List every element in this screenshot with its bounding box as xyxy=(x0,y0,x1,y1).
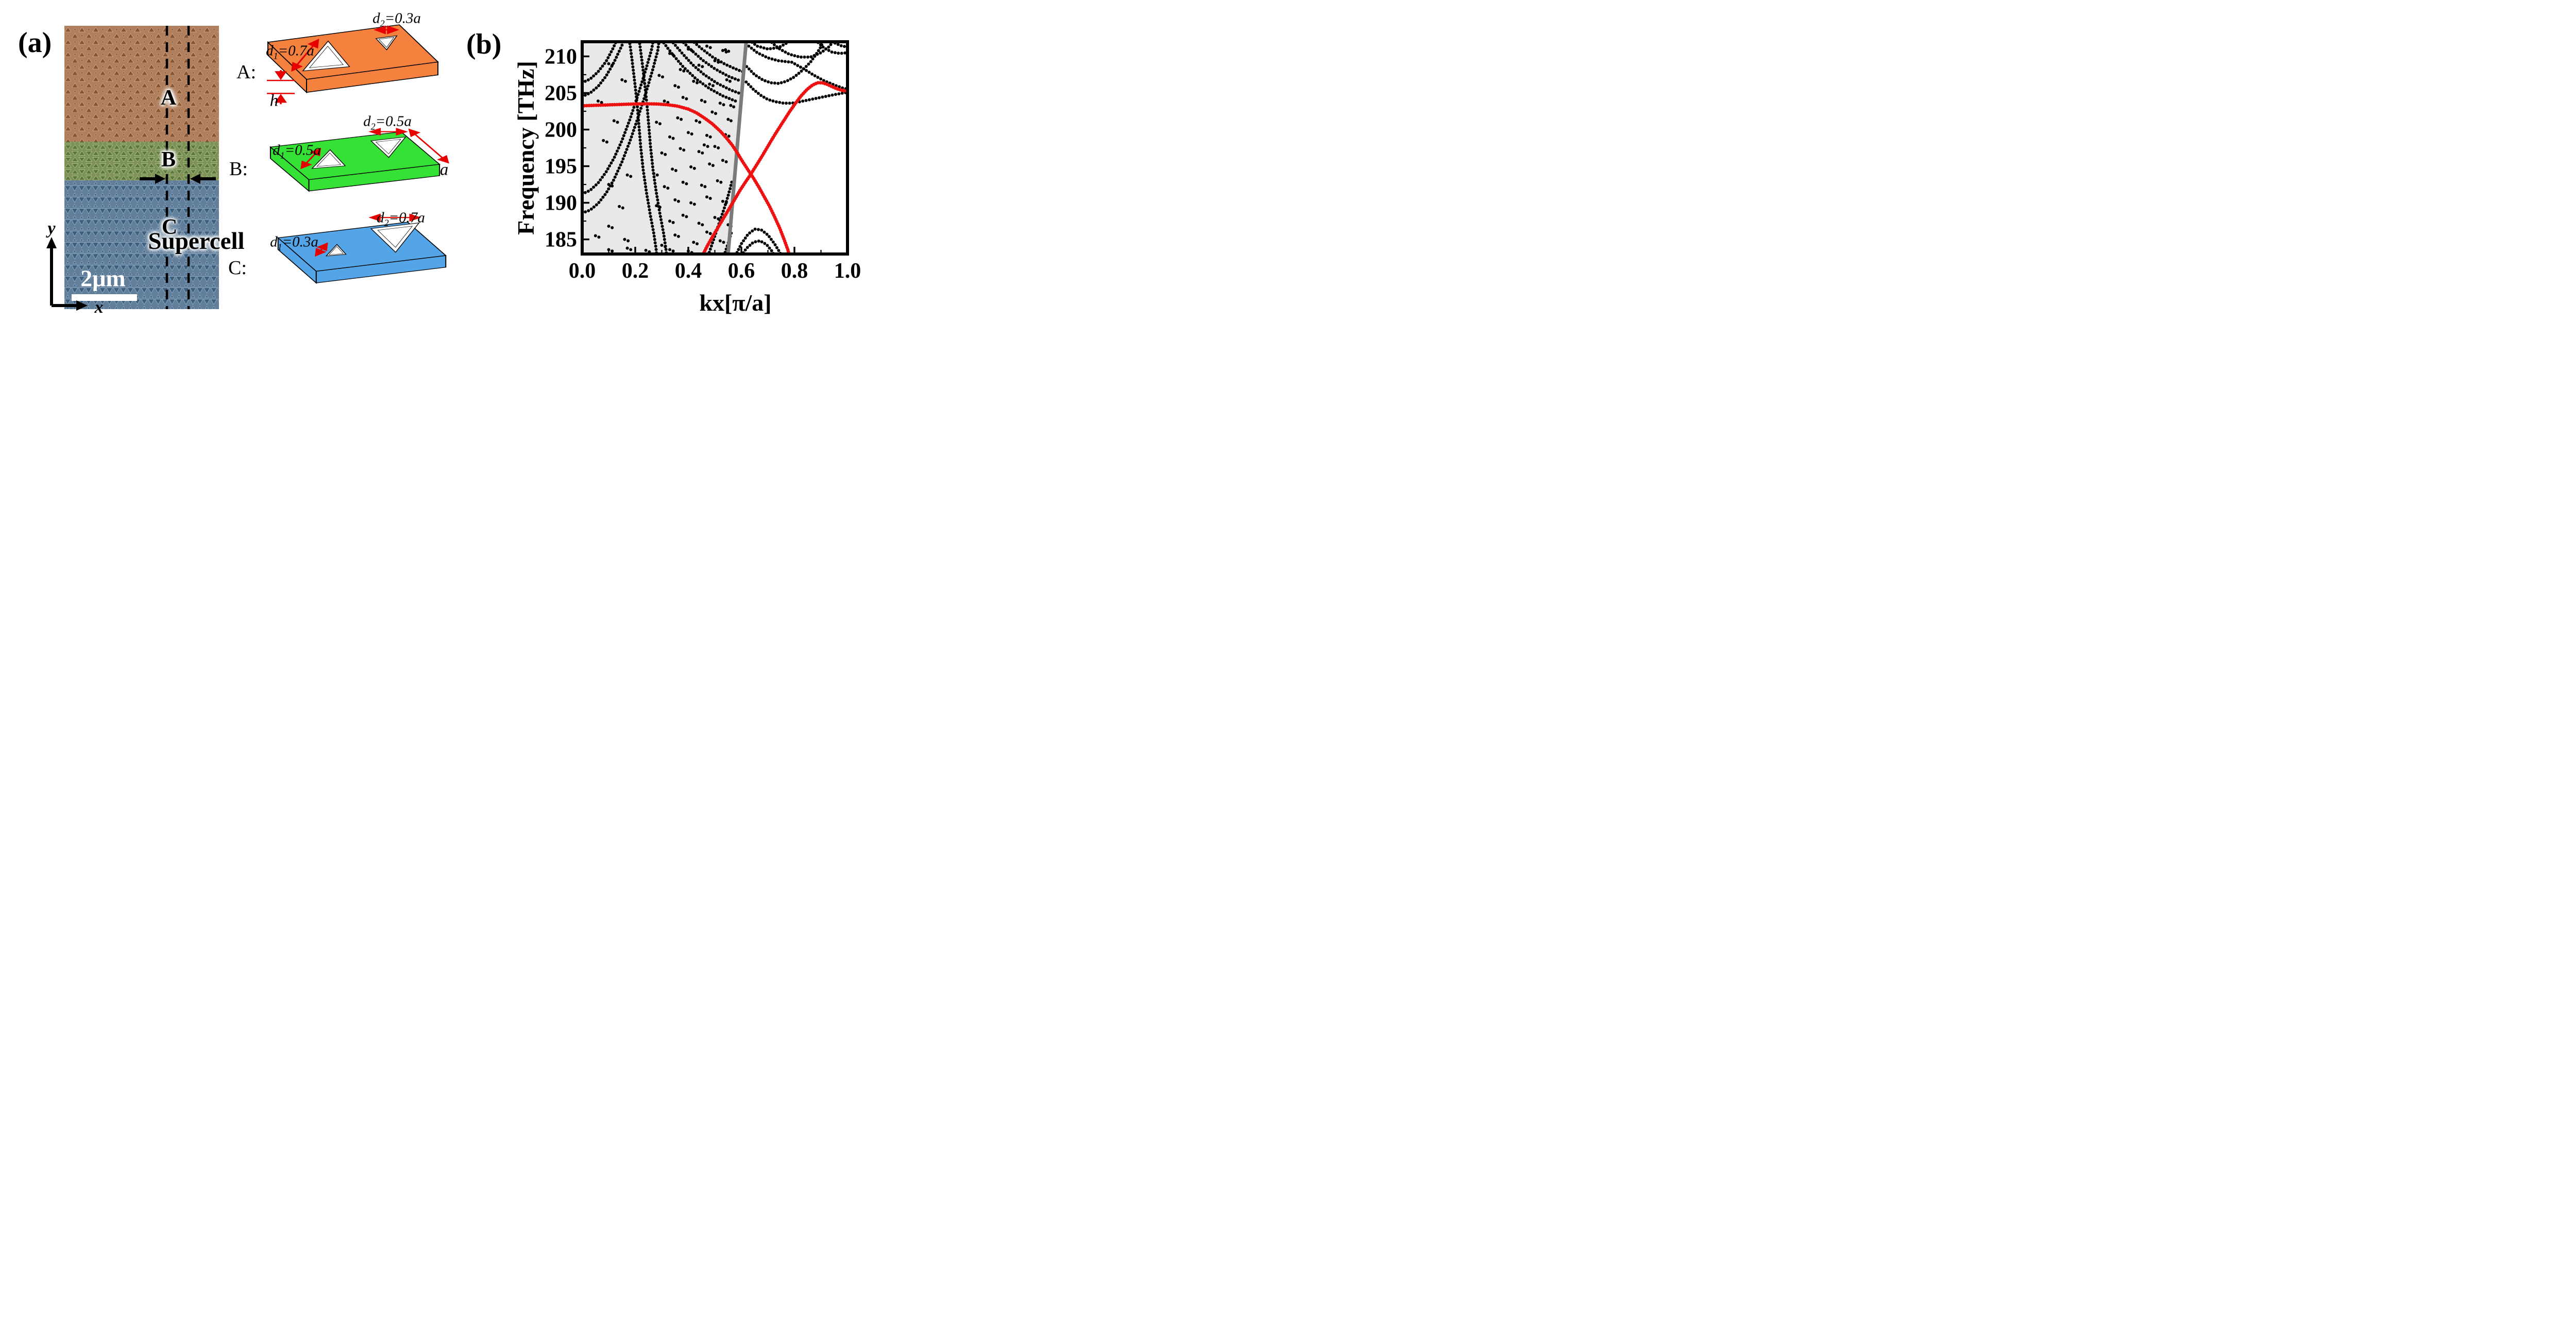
y-axis-label: Frequency [THz] xyxy=(513,61,539,235)
sem-region-b-label: B xyxy=(161,148,176,172)
panel-b-label: (b) xyxy=(466,28,502,60)
x-axis-letter: x xyxy=(94,298,104,317)
supercell-dashed-lines xyxy=(164,26,192,309)
sem-image xyxy=(64,26,219,309)
cell-c-d2-label: d2=0.7a xyxy=(377,209,425,228)
unit-cell-b-drawing xyxy=(269,128,449,192)
y-tick-label: 210 xyxy=(545,45,577,69)
sem-region-c xyxy=(64,180,219,309)
x-tick-label: 0.4 xyxy=(675,259,702,283)
sem-region-a-label: A xyxy=(160,86,177,110)
x-tick-label: 0.6 xyxy=(728,259,755,283)
cell-a-d1-label: d1=0.7a xyxy=(266,42,314,61)
sem-region-a xyxy=(64,26,219,142)
unit-cell-c-drawing xyxy=(277,213,447,284)
cell-c-d1-label: d1=0.3a xyxy=(270,233,318,252)
scale-bar-label: 2μm xyxy=(80,265,126,292)
y-axis-letter: y xyxy=(47,219,56,238)
shaded-bulk-region xyxy=(582,42,747,254)
cell-b-title: B: xyxy=(229,158,248,180)
y-tick-label: 195 xyxy=(545,155,577,179)
x-tick-label: 0.8 xyxy=(781,259,808,283)
supercell-label: Supercell xyxy=(148,228,245,255)
sem-region-b xyxy=(64,142,219,180)
light-line xyxy=(726,42,748,254)
y-tick-label: 185 xyxy=(545,228,577,252)
scale-bar xyxy=(72,294,137,301)
x-tick-label: 1.0 xyxy=(834,259,861,283)
x-tick-label: 0.0 xyxy=(569,259,596,283)
edge-states xyxy=(582,81,848,254)
sem-region-c-label: C xyxy=(161,215,178,239)
x-tick-label: 0.2 xyxy=(622,259,649,283)
xy-axes xyxy=(46,237,88,311)
figure: (a) xyxy=(0,0,894,330)
y-tick-label: 205 xyxy=(545,81,577,105)
x-axis-label: kx[π/a] xyxy=(699,290,771,316)
cell-a-title: A: xyxy=(236,61,256,83)
cell-b-d2-label: d2=0.5a xyxy=(363,113,412,132)
cell-b-a-label: a xyxy=(439,160,449,179)
y-tick-label: 190 xyxy=(545,192,577,215)
plot-content xyxy=(582,42,848,254)
band-structure-chart: 0.0 0.2 0.4 0.6 0.8 1.0 185 190 195 200 205 210 kx[π… xyxy=(513,40,861,316)
cell-a-d2-label: d2=0.3a xyxy=(372,10,421,29)
y-tick-label: 200 xyxy=(545,118,577,142)
cell-b-d1-label: d1=0.5a xyxy=(273,142,321,161)
supercell-width-arrows xyxy=(140,174,216,184)
cell-a-h-label: h xyxy=(269,91,279,110)
unit-cell-a-drawing xyxy=(267,24,439,105)
panel-a-label: (a) xyxy=(18,27,52,59)
cell-c-title: C: xyxy=(228,257,247,279)
ticks xyxy=(581,55,849,254)
